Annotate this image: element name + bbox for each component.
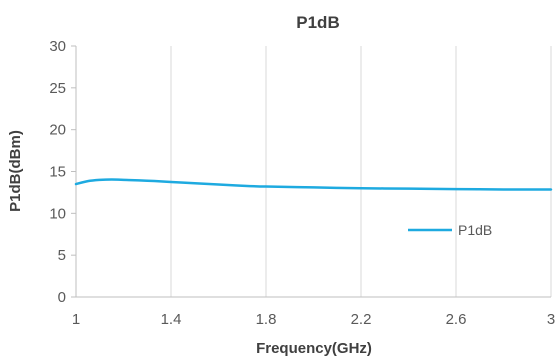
- chart-title: P1dB: [296, 13, 339, 32]
- y-tick-label: 15: [49, 164, 66, 181]
- y-tick-label: 30: [49, 38, 66, 55]
- series-line-p1db: [74, 178, 553, 191]
- axes: [71, 45, 551, 298]
- x-tick-label: 3: [547, 311, 555, 328]
- y-tick-label: 20: [49, 122, 66, 139]
- x-axis-title: Frequency(GHz): [256, 340, 372, 356]
- x-tick-label: 1.4: [161, 311, 182, 328]
- y-tick-label: 25: [49, 80, 66, 97]
- y-axis-title: P1dB(dBm): [7, 130, 24, 212]
- legend: P1dB: [408, 222, 492, 238]
- x-tick-label: 1: [72, 311, 80, 328]
- y-tick-label: 5: [58, 247, 66, 264]
- y-tick-label: 0: [58, 289, 66, 306]
- series-lines: [74, 178, 553, 191]
- x-tick-label: 2.2: [351, 311, 372, 328]
- legend-label: P1dB: [458, 222, 492, 238]
- y-tick-label: 10: [49, 205, 66, 222]
- x-tick-label: 1.8: [256, 311, 277, 328]
- gridlines: [75, 46, 552, 297]
- x-tick-label: 2.6: [446, 311, 467, 328]
